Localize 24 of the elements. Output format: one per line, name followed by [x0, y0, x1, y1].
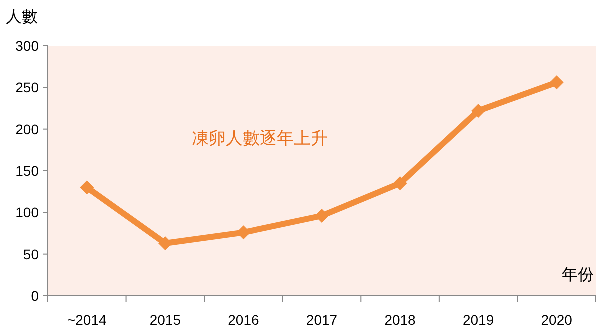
point — [393, 176, 408, 190]
y-tick-label: 0 — [31, 288, 40, 304]
y-tick-label: 300 — [16, 38, 40, 54]
x-tick-label: 2017 — [306, 312, 338, 328]
y-tick-label: 100 — [16, 204, 40, 221]
x-tick-label: 2019 — [462, 312, 494, 328]
point — [80, 180, 94, 195]
y-tick-label: 200 — [16, 121, 40, 138]
y-tick-label: 150 — [16, 163, 40, 179]
x-tick-label: 2020 — [541, 312, 573, 328]
annotation: 凍卵人數逐年上升 — [192, 129, 328, 148]
x-tick-label: 2018 — [384, 312, 416, 328]
point — [550, 76, 564, 90]
x-tick-label: 2015 — [150, 312, 182, 328]
y-axis-title: 人數 — [6, 9, 38, 26]
y-tick-label: 250 — [16, 80, 40, 96]
point — [315, 209, 329, 223]
point — [158, 236, 172, 250]
y-tick-label: 50 — [23, 246, 40, 262]
point — [472, 104, 486, 118]
point — [236, 226, 251, 240]
x-tick-label: 2016 — [228, 312, 260, 328]
x-axis-title: 年份 — [562, 267, 594, 284]
x-tick-label: ~2014 — [67, 312, 108, 328]
